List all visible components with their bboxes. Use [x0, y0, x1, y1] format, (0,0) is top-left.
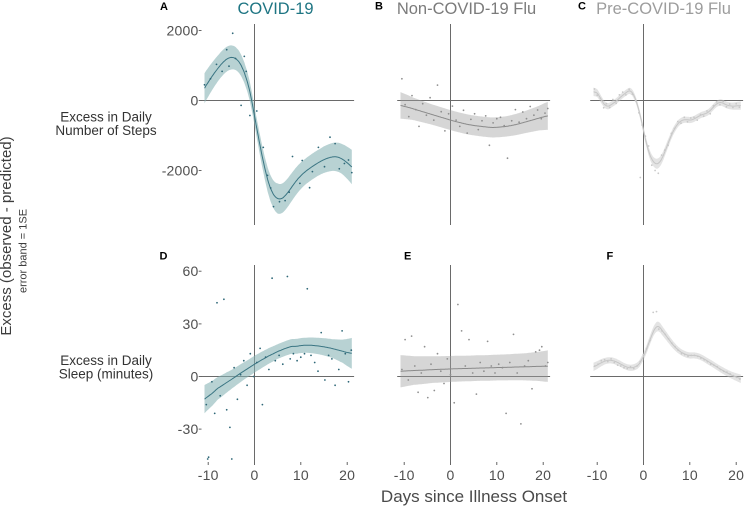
- svg-text:-10: -10: [587, 467, 608, 483]
- svg-text:COVID-19: COVID-19: [237, 0, 313, 18]
- svg-text:60: 60: [183, 263, 199, 279]
- svg-text:Days since Illness Onset: Days since Illness Onset: [381, 487, 567, 506]
- svg-text:A: A: [160, 1, 168, 13]
- svg-text:20: 20: [535, 467, 551, 483]
- svg-text:-10: -10: [198, 467, 219, 483]
- svg-text:20: 20: [339, 467, 355, 483]
- svg-text:Number of Steps: Number of Steps: [55, 123, 157, 138]
- svg-text:B: B: [375, 1, 383, 13]
- svg-text:Excess in Daily: Excess in Daily: [60, 353, 152, 368]
- svg-text:0: 0: [447, 467, 455, 483]
- svg-text:0: 0: [191, 93, 199, 109]
- svg-text:Pre-COVID-19 Flu: Pre-COVID-19 Flu: [596, 0, 731, 18]
- svg-text:-30: -30: [178, 421, 199, 437]
- svg-text:10: 10: [489, 467, 505, 483]
- svg-text:F: F: [607, 251, 614, 263]
- svg-text:20: 20: [728, 467, 744, 483]
- svg-text:D: D: [160, 251, 168, 263]
- svg-text:2000: 2000: [167, 23, 199, 39]
- svg-text:0: 0: [251, 467, 259, 483]
- svg-text:Non-COVID-19 Flu: Non-COVID-19 Flu: [397, 0, 536, 18]
- svg-text:-10: -10: [394, 467, 415, 483]
- svg-text:Excess in Daily: Excess in Daily: [60, 110, 152, 125]
- svg-text:C: C: [578, 1, 586, 13]
- svg-text:E: E: [404, 251, 411, 263]
- svg-text:Excess (observed - predicted): Excess (observed - predicted): [0, 136, 15, 335]
- svg-text:0: 0: [191, 369, 199, 385]
- svg-text:error band = 1SE: error band = 1SE: [18, 209, 30, 293]
- svg-text:30: 30: [183, 316, 199, 332]
- svg-text:10: 10: [293, 467, 309, 483]
- svg-text:10: 10: [682, 467, 698, 483]
- svg-text:-2000: -2000: [162, 163, 199, 179]
- svg-text:Sleep (minutes): Sleep (minutes): [59, 367, 154, 382]
- svg-text:0: 0: [640, 467, 648, 483]
